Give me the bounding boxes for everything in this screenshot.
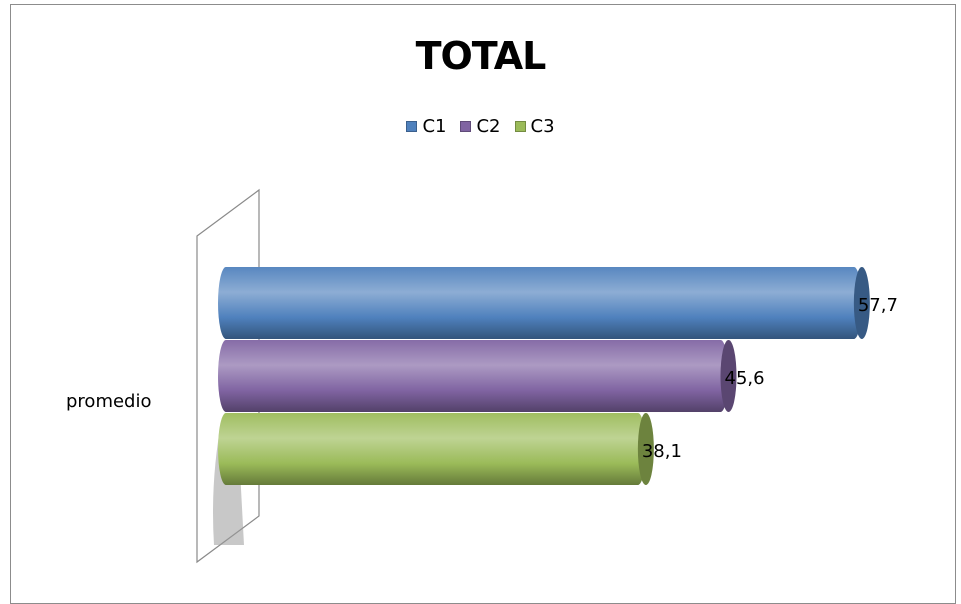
legend-item-c2: C2 (460, 116, 501, 137)
data-label-c3: 38,1 (642, 441, 682, 462)
bar-body-c1 (218, 267, 862, 339)
legend-label-c3: C3 (530, 116, 555, 137)
chart-title: TOTAL (415, 34, 547, 78)
bar-c2 (218, 340, 737, 412)
bar-body-c3 (218, 413, 646, 485)
bar-body-c2 (218, 340, 729, 412)
legend-item-c3: C3 (514, 116, 555, 137)
bar-c1 (218, 267, 870, 339)
bar-cap-c3 (637, 413, 654, 485)
legend-item-c1: C1 (406, 116, 446, 137)
category-label-promedio: promedio (66, 391, 152, 412)
legend-swatch-c2 (460, 121, 472, 132)
bar-cap-c2 (720, 340, 737, 412)
legend-swatch-c3 (514, 121, 526, 132)
bar-cap-c1 (853, 267, 870, 339)
legend-label-c1: C1 (422, 116, 447, 137)
chart-legend: C1 C2 C3 (0, 116, 961, 137)
data-label-c1: 57,7 (858, 295, 898, 316)
legend-label-c2: C2 (476, 116, 501, 137)
legend-swatch-c1 (406, 121, 418, 132)
plot-area: 57,7 45,6 38,1 (196, 188, 898, 564)
data-label-c2: 45,6 (725, 368, 765, 389)
bar-c3 (218, 413, 654, 485)
